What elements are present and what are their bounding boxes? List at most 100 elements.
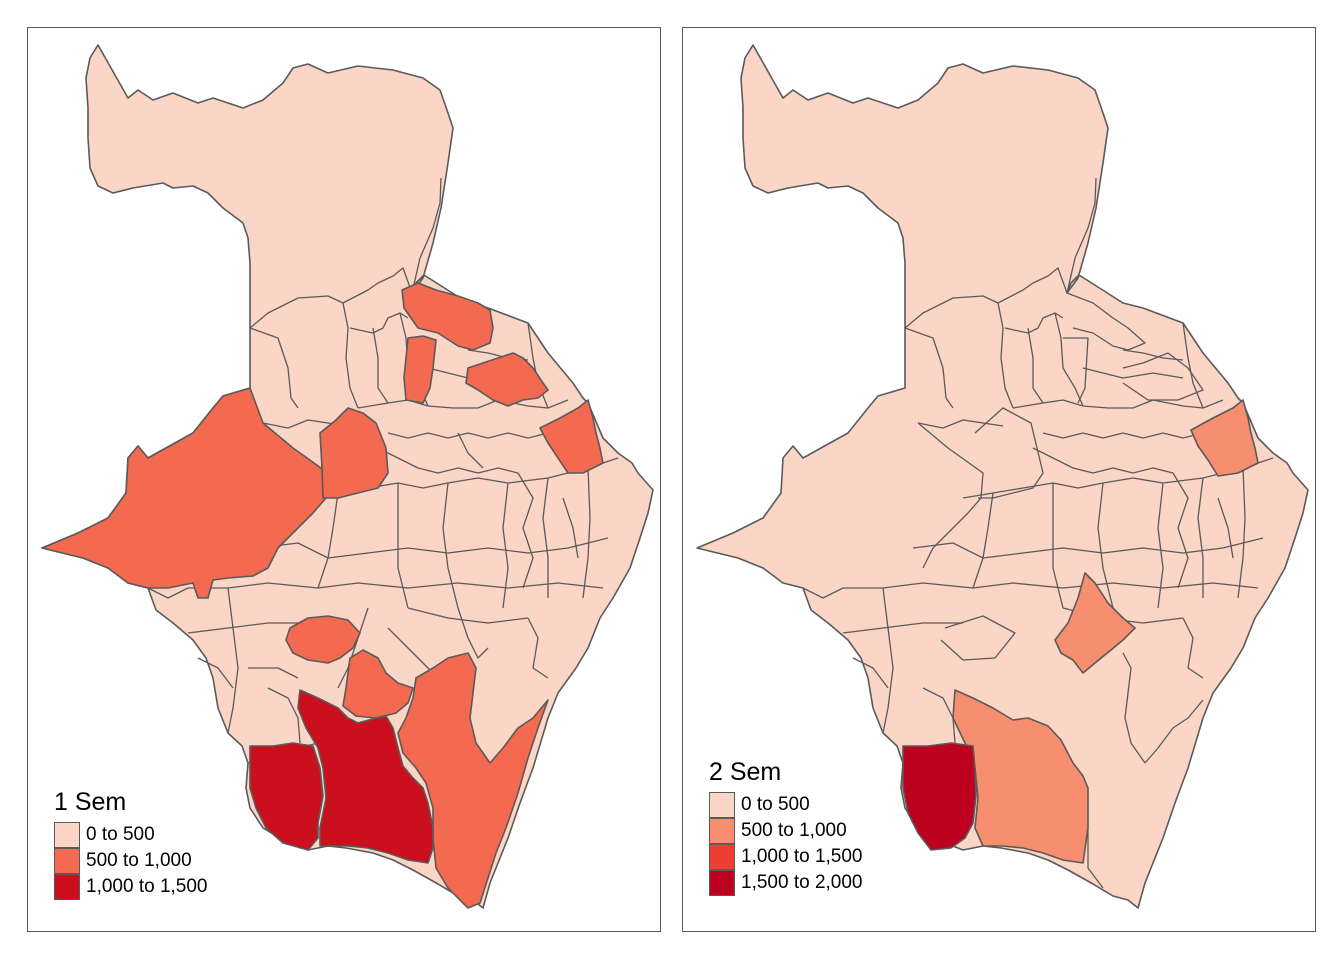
legend: 1 Sem 0 to 500 500 to 1,000 1,000 to 1,5… (54, 788, 208, 900)
boundary (147, 587, 189, 599)
boundary (249, 327, 299, 409)
boundary (852, 657, 889, 689)
boundary (1122, 349, 1184, 361)
boundary (387, 432, 549, 439)
map-panel-1-sem: 1 Sem 0 to 500 500 to 1,000 1,000 to 1,5… (27, 27, 661, 932)
boundary (843, 582, 1259, 589)
legend-item: 500 to 1,000 (54, 848, 208, 874)
boundary (802, 587, 844, 599)
region-500-1000 (403, 335, 437, 404)
region-500-1000 (1190, 399, 1259, 477)
legend-label: 500 to 1,000 (86, 850, 192, 871)
boundary (1172, 472, 1189, 589)
legend-label: 1,000 to 1,500 (86, 876, 208, 897)
boundary (1032, 447, 1174, 474)
boundary (248, 667, 299, 679)
legend-item: 1,500 to 2,000 (709, 870, 863, 896)
boundary (912, 537, 1264, 559)
boundary (1097, 482, 1114, 609)
boundary (517, 472, 534, 589)
boundary (442, 482, 459, 609)
boundary (1087, 828, 1104, 889)
boundary (267, 687, 301, 744)
boundary (1027, 327, 1044, 404)
region-500-1000 (397, 652, 549, 909)
legend-item: 0 to 500 (709, 792, 863, 818)
boundary (1122, 352, 1204, 401)
boundary (1082, 367, 1184, 379)
boundary (1066, 177, 1097, 294)
boundary (187, 622, 308, 634)
legend-item: 0 to 500 (54, 822, 208, 848)
boundary (457, 432, 484, 469)
boundary (972, 492, 994, 589)
boundary (1182, 617, 1204, 679)
boundary (1237, 467, 1246, 599)
boundary (1144, 699, 1204, 764)
boundary (457, 607, 489, 659)
legend-swatch (54, 874, 80, 900)
region-1000-1500 (297, 689, 434, 864)
boundary (407, 607, 529, 624)
boundary (377, 447, 519, 474)
legend-label: 1,500 to 2,000 (741, 872, 863, 893)
boundary (1054, 312, 1084, 407)
legend-label: 0 to 500 (86, 824, 155, 845)
boundary (411, 177, 442, 294)
region-500-1000 (41, 387, 329, 599)
boundary (1012, 399, 1224, 409)
boundary (917, 419, 1004, 429)
region-500-1000 (285, 615, 361, 664)
boundary (317, 492, 339, 589)
boundary (372, 327, 389, 404)
legend-item: 1,000 to 1,500 (709, 844, 863, 870)
boundary (357, 399, 569, 409)
region-500-1000 (401, 282, 494, 351)
boundary (562, 497, 579, 559)
legend-label: 1,000 to 1,500 (741, 846, 863, 867)
legend: 2 Sem 0 to 500 500 to 1,000 1,000 to 1,5… (709, 758, 863, 896)
boundary (1182, 322, 1204, 409)
legend-item: 1,000 to 1,500 (54, 874, 208, 900)
boundary (1197, 477, 1204, 598)
boundary (342, 267, 413, 304)
boundary (1122, 652, 1146, 764)
boundary (922, 687, 956, 744)
boundary (974, 407, 1044, 499)
choropleth-map-1-sem (41, 44, 654, 909)
region-1000-1500 (249, 742, 324, 851)
boundary (337, 607, 369, 689)
region-500-1000 (319, 407, 389, 499)
legend-item: 500 to 1,000 (709, 818, 863, 844)
region-base (696, 44, 1309, 909)
region-500-1000 (952, 689, 1089, 864)
boundary (188, 582, 604, 589)
legend-title: 2 Sem (709, 758, 782, 786)
legend-label: 0 to 500 (741, 794, 810, 815)
boundary (1042, 432, 1204, 439)
region-1500-2000 (902, 742, 977, 851)
region-500-1000 (342, 649, 414, 719)
boundary (227, 587, 239, 734)
region-500-1000 (1054, 572, 1136, 674)
boundary (904, 327, 954, 409)
boundary (1066, 292, 1146, 351)
legend-label: 500 to 1,000 (741, 820, 847, 841)
legend-title: 1 Sem (54, 788, 127, 816)
region-500-1000 (539, 399, 604, 474)
legend-swatch (709, 792, 735, 818)
boundary (257, 537, 609, 559)
choropleth-map-2-sem (696, 44, 1309, 909)
legend-swatch (709, 870, 735, 896)
boundary (197, 657, 234, 689)
boundary (542, 477, 549, 598)
boundary (1004, 312, 1064, 334)
boundary (527, 617, 549, 679)
boundary (842, 622, 963, 634)
legend-swatch (709, 818, 735, 844)
map-panel-2-sem: 2 Sem 0 to 500 500 to 1,000 1,000 to 1,5… (682, 27, 1316, 932)
boundary (582, 467, 591, 599)
region-500-1000 (465, 352, 549, 407)
legend-swatch (54, 848, 80, 874)
boundary (1217, 497, 1234, 559)
